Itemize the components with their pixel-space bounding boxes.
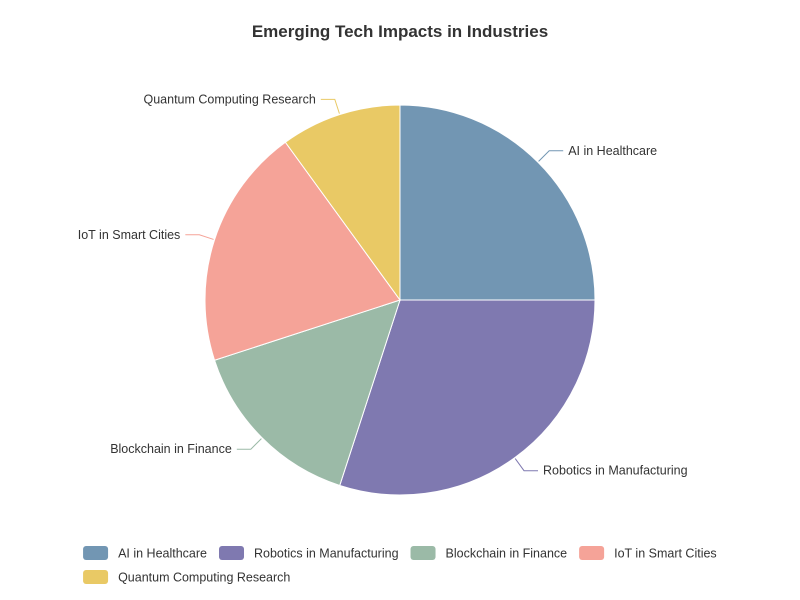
- legend-swatch: [579, 546, 605, 560]
- slice-labels: AI in Healthcare Robotics in Manufacturin…: [78, 92, 688, 477]
- legend-item-robotics-in-manufacturing[interactable]: Robotics in Manufacturing: [219, 546, 399, 561]
- legend-item-quantum-computing-research[interactable]: Quantum Computing Research: [83, 570, 290, 585]
- pie-slice-iot-in-smart-cities[interactable]: [204, 141, 401, 361]
- legend-item-iot-in-smart-cities[interactable]: IoT in Smart Cities: [579, 546, 717, 561]
- legend-swatch: [219, 546, 245, 560]
- slice-label-quantum-computing-research: Quantum Computing Research: [143, 92, 315, 106]
- legend-swatch: [83, 570, 109, 584]
- pie-slices: [204, 104, 596, 496]
- label-line-iot-in-smart-cities: [185, 234, 214, 240]
- legend-swatch: [410, 546, 436, 560]
- legend-item-ai-in-healthcare[interactable]: AI in Healthcare: [83, 546, 207, 561]
- pie-slice-ai-in-healthcare[interactable]: [399, 104, 596, 301]
- legend-label: IoT in Smart Cities: [614, 547, 717, 561]
- legend-label: Robotics in Manufacturing: [254, 547, 399, 561]
- legend-label: Blockchain in Finance: [446, 547, 568, 561]
- pie-slice-blockchain-in-finance[interactable]: [213, 299, 401, 487]
- slice-label-iot-in-smart-cities: IoT in Smart Cities: [78, 228, 181, 242]
- slice-label-blockchain-in-finance: Blockchain in Finance: [110, 442, 232, 456]
- label-line-ai-in-healthcare: [538, 150, 564, 162]
- slice-label-robotics-in-manufacturing: Robotics in Manufacturing: [543, 464, 688, 478]
- label-line-blockchain-in-finance: [236, 438, 262, 450]
- legend-swatch: [83, 546, 109, 560]
- chart-title: Emerging Tech Impacts in Industries: [252, 22, 548, 41]
- pie-slice-quantum-computing-research[interactable]: [284, 104, 401, 302]
- label-line-robotics-in-manufacturing: [514, 458, 539, 472]
- legend-item-blockchain-in-finance[interactable]: Blockchain in Finance: [410, 546, 568, 561]
- legend-label: AI in Healthcare: [118, 547, 207, 561]
- legend-label: Quantum Computing Research: [118, 571, 290, 585]
- label-line-quantum-computing-research: [320, 98, 340, 114]
- slice-label-ai-in-healthcare: AI in Healthcare: [568, 144, 657, 158]
- pie-slice-robotics-in-manufacturing[interactable]: [339, 299, 596, 496]
- legend: AI in Healthcare Robotics in Manufacturin…: [83, 546, 717, 585]
